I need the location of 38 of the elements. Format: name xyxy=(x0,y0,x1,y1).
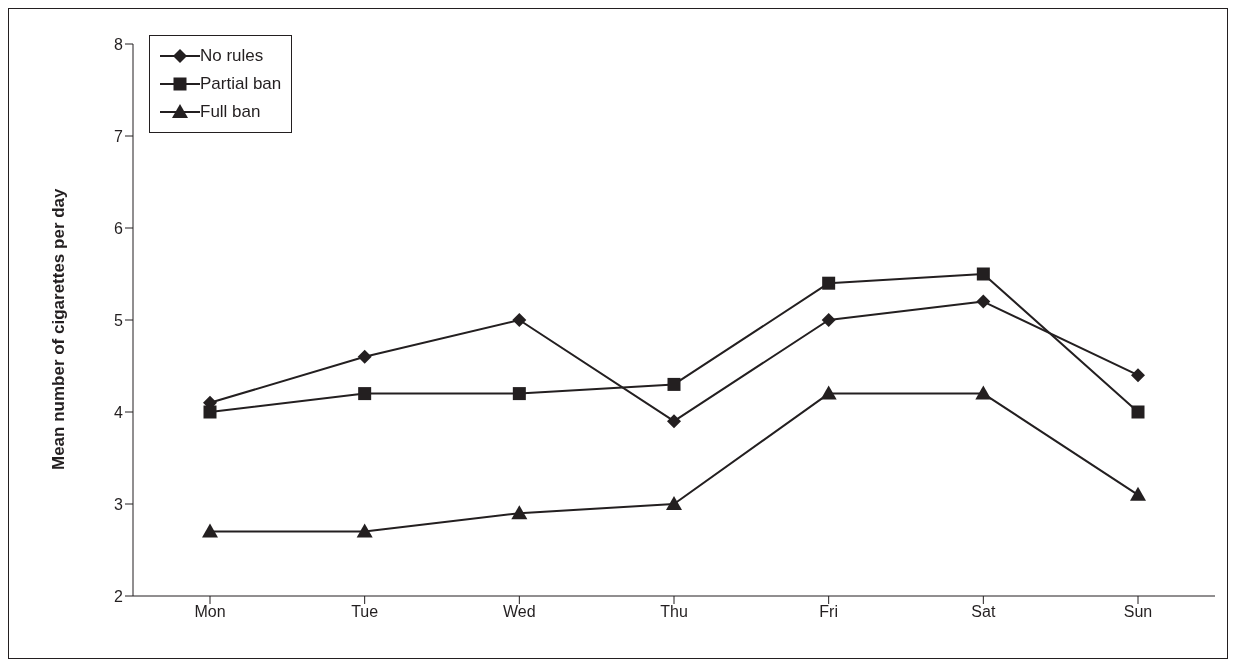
x-tick-label: Sat xyxy=(971,603,996,621)
x-tick-label: Tue xyxy=(351,603,379,621)
point xyxy=(202,523,218,538)
point xyxy=(666,496,682,510)
point xyxy=(1130,486,1146,501)
x-tick-label: Fri xyxy=(819,603,838,621)
y-axis-title: Mean number of cigarettes per day xyxy=(49,187,69,470)
point xyxy=(356,523,373,538)
legend-label: Partial ban xyxy=(200,73,282,95)
point xyxy=(976,267,990,281)
point xyxy=(976,294,991,309)
y-tick-label: 8 xyxy=(114,35,124,53)
point xyxy=(820,385,837,400)
legend-label: No rules xyxy=(200,45,264,67)
point xyxy=(1131,368,1145,383)
point xyxy=(512,387,526,401)
point xyxy=(512,313,527,327)
x-tick-label: Sun xyxy=(1123,603,1153,621)
point xyxy=(357,349,372,364)
y-tick-label: 5 xyxy=(114,311,124,329)
y-tick-label: 3 xyxy=(114,495,124,513)
point xyxy=(667,414,681,429)
point xyxy=(822,276,836,290)
y-tick-label: 2 xyxy=(114,587,124,605)
y-tick-label: 6 xyxy=(114,219,124,237)
x-tick-label: Thu xyxy=(660,603,688,621)
y-tick-label: 7 xyxy=(114,127,124,145)
point xyxy=(667,377,681,391)
x-tick-label: Mon xyxy=(194,603,226,621)
point xyxy=(358,387,372,401)
x-tick-label: Wed xyxy=(503,603,536,621)
point xyxy=(1131,405,1145,419)
point xyxy=(203,405,217,419)
legend-label: Full ban xyxy=(200,101,261,123)
point xyxy=(975,385,992,400)
point xyxy=(511,505,528,520)
point xyxy=(821,313,836,327)
y-tick-label: 4 xyxy=(114,403,124,421)
